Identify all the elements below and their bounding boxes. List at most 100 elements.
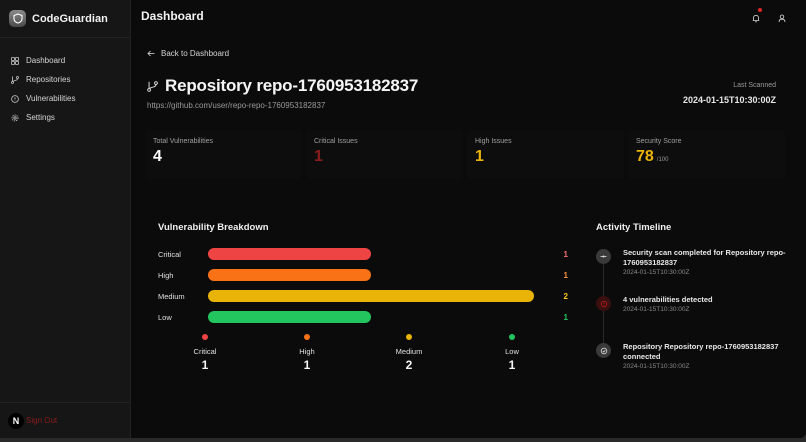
timeline-text: Security scan completed for Repository r… — [623, 248, 786, 267]
legend-label: Medium — [395, 347, 423, 356]
sign-out-button[interactable]: Sign Out — [26, 416, 58, 425]
topbar-actions — [752, 8, 786, 28]
brand: CodeGuardian — [0, 0, 130, 38]
back-to-dashboard-link[interactable]: Back to Dashboard — [147, 49, 229, 58]
stat-total-vulnerabilities: Total Vulnerabilities 4 — [145, 129, 302, 179]
app-name: CodeGuardian — [32, 12, 108, 25]
grid-icon — [11, 56, 19, 65]
back-label: Back to Dashboard — [161, 49, 230, 58]
bar-fill-high — [208, 269, 371, 281]
dot-icon — [509, 334, 515, 340]
timeline-title: Activity Timeline — [596, 222, 672, 233]
bar-row-low: Low 1 — [158, 310, 568, 324]
bell-icon — [752, 14, 760, 23]
stat-critical-issues: Critical Issues 1 — [306, 129, 463, 179]
bar-count: 1 — [563, 270, 568, 280]
timeline-text: Repository Repository repo-1760953182837… — [623, 342, 779, 361]
last-scanned-value: 2024-01-15T10:30:00Z — [682, 95, 776, 105]
avatar[interactable]: N — [8, 412, 24, 429]
legend-count: 1 — [303, 358, 311, 372]
legend-count: 1 — [508, 358, 516, 372]
shield-logo-icon — [9, 10, 26, 27]
sidebar-footer: N Sign Out — [0, 402, 130, 438]
notifications-button[interactable] — [752, 8, 762, 28]
page-title: Dashboard — [141, 9, 204, 23]
bar-track — [208, 311, 534, 323]
vulnerability-breakdown: Vulnerability Breakdown Critical 1 High … — [145, 210, 573, 378]
bar-label: Medium — [158, 291, 185, 301]
legend-item-high: High 1 — [277, 334, 337, 372]
sidebar-nav: Dashboard Repositories Vulnerabilities S… — [0, 38, 130, 127]
dot-icon — [406, 334, 412, 340]
timeline-time: 2024-01-15T10:30:00Z — [623, 306, 690, 313]
timeline-item: 4 vulnerabilities detected 2024-01-15T10… — [596, 295, 791, 313]
dot-icon — [304, 334, 310, 340]
gear-icon — [11, 114, 19, 121]
sidebar-item-label: Vulnerabilities — [26, 94, 76, 103]
bar-count: 1 — [563, 312, 568, 322]
timeline-time: 2024-01-15T10:30:00Z — [623, 269, 690, 276]
alert-circle-icon — [11, 94, 19, 103]
stat-label: Security Score — [636, 138, 682, 145]
sidebar-item-label: Dashboard — [26, 56, 66, 65]
git-branch-icon — [147, 80, 158, 92]
profile-button[interactable] — [778, 10, 786, 28]
bar-track — [208, 290, 534, 302]
bar-track — [208, 269, 534, 281]
notification-dot — [758, 8, 762, 12]
bar-label: High — [158, 270, 174, 280]
legend-count: 1 — [201, 358, 209, 372]
sidebar-item-label: Settings — [26, 113, 55, 122]
bar-count: 1 — [563, 249, 568, 259]
stat-security-score: Security Score 78/100 — [628, 129, 785, 179]
dot-icon — [202, 334, 208, 340]
arrow-left-icon — [147, 50, 155, 57]
bar-row-medium: Medium 2 — [158, 289, 568, 303]
main-content: Dashboard Back to Dashboard Repository r… — [131, 0, 806, 438]
bar-count: 2 — [563, 291, 568, 301]
legend-item-medium: Medium 2 — [379, 334, 439, 372]
alert-icon — [596, 296, 611, 311]
stat-label: Critical Issues — [314, 138, 358, 145]
bar-label: Critical — [158, 249, 181, 259]
legend-label: Critical — [193, 347, 217, 356]
bar-fill-medium — [208, 290, 534, 302]
topbar: Dashboard — [131, 0, 806, 32]
bar-label: Low — [158, 312, 172, 322]
stat-value: 4 — [153, 148, 162, 165]
user-icon — [778, 14, 786, 23]
bar-track — [208, 248, 534, 260]
legend-label: Low — [505, 347, 519, 356]
check-circle-icon — [596, 343, 611, 358]
sidebar-item-dashboard[interactable]: Dashboard — [0, 51, 130, 70]
stats-row: Total Vulnerabilities 4 Critical Issues … — [145, 129, 785, 179]
git-branch-icon — [11, 75, 19, 84]
score-suffix: /100 — [656, 157, 669, 163]
stat-label: Total Vulnerabilities — [153, 138, 214, 145]
sidebar-item-repositories[interactable]: Repositories — [0, 70, 130, 89]
bar-row-critical: Critical 1 — [158, 247, 568, 261]
sidebar-item-vulnerabilities[interactable]: Vulnerabilities — [0, 89, 130, 108]
repo-header: Repository repo-1760953182837 https://gi… — [147, 76, 786, 110]
stat-high-issues: High Issues 1 — [467, 129, 624, 179]
timeline-time: 2024-01-15T10:30:00Z — [623, 363, 690, 370]
legend-item-critical: Critical 1 — [175, 334, 235, 372]
repo-title-row: Repository repo-1760953182837 — [147, 76, 786, 96]
breakdown-title: Vulnerability Breakdown — [158, 222, 269, 233]
timeline-text: 4 vulnerabilities detected — [623, 295, 713, 304]
stat-label: High Issues — [475, 138, 512, 145]
bar-fill-low — [208, 311, 371, 323]
sidebar-item-label: Repositories — [26, 75, 71, 84]
last-scanned-label: Last Scanned — [733, 82, 776, 89]
timeline-item: Repository Repository repo-1760953182837… — [596, 342, 791, 370]
scan-icon — [596, 249, 611, 264]
sidebar-item-settings[interactable]: Settings — [0, 108, 130, 127]
bar-fill-critical — [208, 248, 371, 260]
sidebar: CodeGuardian Dashboard Repositories Vuln… — [0, 0, 131, 438]
stat-value: 1 — [314, 148, 323, 165]
repo-title: Repository repo-1760953182837 — [165, 76, 419, 95]
repo-url[interactable]: https://github.com/user/repo-repo-176095… — [147, 101, 326, 110]
legend-item-low: Low 1 — [482, 334, 542, 372]
bar-row-high: High 1 — [158, 268, 568, 282]
